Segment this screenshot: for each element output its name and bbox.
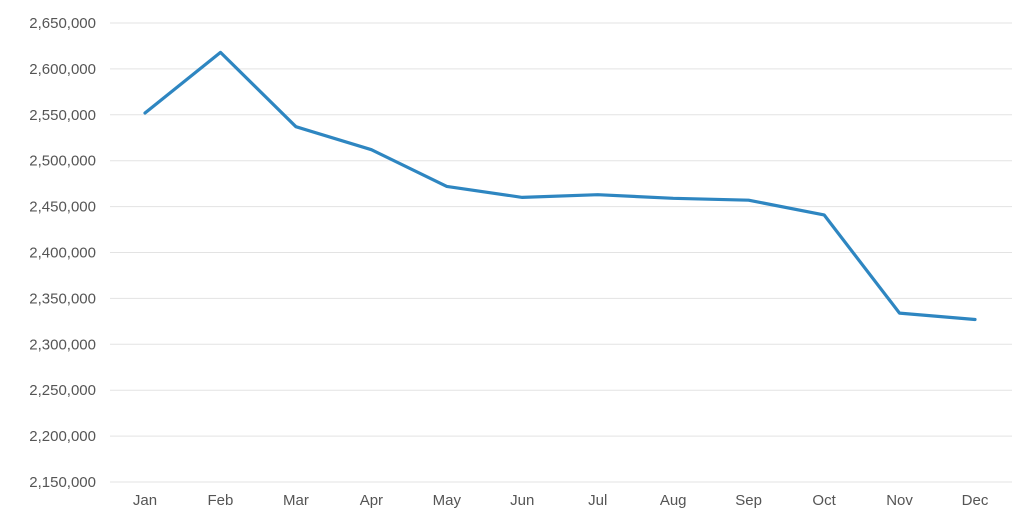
data-point xyxy=(596,193,600,197)
y-tick-label: 2,500,000 xyxy=(29,153,96,170)
data-point xyxy=(219,50,223,54)
x-tick-label: Jul xyxy=(588,492,607,509)
data-point xyxy=(520,195,524,199)
data-point xyxy=(445,184,449,188)
x-tick-label: Aug xyxy=(660,492,687,509)
data-point xyxy=(973,318,977,322)
y-tick-label: 2,250,000 xyxy=(29,382,96,399)
gridlines xyxy=(110,22,1012,483)
data-point xyxy=(294,125,298,129)
x-tick-label: May xyxy=(433,492,462,509)
y-tick-label: 2,200,000 xyxy=(29,428,96,445)
x-tick-label: Jan xyxy=(133,492,157,509)
series-line xyxy=(143,50,977,322)
series-layer xyxy=(143,50,977,322)
data-point xyxy=(143,111,147,115)
y-tick-label: 2,350,000 xyxy=(29,290,96,307)
x-tick-label: Sep xyxy=(735,492,762,509)
data-point xyxy=(747,198,751,202)
y-tick-label: 2,550,000 xyxy=(29,107,96,124)
x-tick-label: Dec xyxy=(962,492,989,509)
y-tick-label: 2,450,000 xyxy=(29,199,96,216)
x-tick-label: Jun xyxy=(510,492,534,509)
y-tick-label: 2,300,000 xyxy=(29,336,96,353)
x-tick-label: Feb xyxy=(208,492,234,509)
y-tick-label: 2,150,000 xyxy=(29,474,96,491)
y-axis-ticks: 2,150,000 2,200,000 2,250,000 2,300,000 2,35… xyxy=(29,15,96,491)
data-point xyxy=(822,213,826,217)
data-point xyxy=(671,196,675,200)
y-tick-label: 2,600,000 xyxy=(29,61,96,78)
x-tick-label: Nov xyxy=(886,492,913,509)
x-axis-ticks: Jan Feb Mar Apr May Jun Jul Aug Sep Oct Nov Dec xyxy=(133,492,989,509)
y-tick-label: 2,650,000 xyxy=(29,15,96,32)
x-tick-label: Oct xyxy=(812,492,836,509)
data-point xyxy=(898,311,902,315)
x-tick-label: Mar xyxy=(283,492,309,509)
data-point xyxy=(369,148,373,152)
x-tick-label: Apr xyxy=(360,492,383,509)
y-tick-label: 2,400,000 xyxy=(29,245,96,262)
